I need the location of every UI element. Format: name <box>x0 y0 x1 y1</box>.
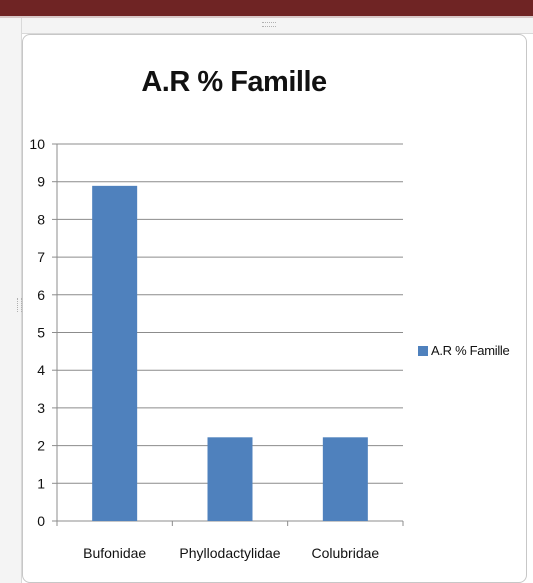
sheet-top-margin <box>22 18 533 34</box>
resize-handle-left[interactable] <box>17 298 22 312</box>
y-tick-label: 3 <box>37 400 45 416</box>
chart-title: A.R % Famille <box>141 66 327 98</box>
bar-phyllodactylidae <box>207 437 253 521</box>
y-tick-label: 2 <box>37 438 45 454</box>
y-tick-label: 1 <box>37 475 45 491</box>
x-tick-label: Phyllodactylidae <box>179 545 280 561</box>
bar-bufonidae <box>92 185 138 522</box>
y-tick-label: 9 <box>37 174 45 190</box>
y-tick-label: 10 <box>29 136 45 152</box>
x-tick-label: Colubridae <box>311 545 379 561</box>
legend: A.R % Famille <box>418 343 510 358</box>
legend-swatch <box>418 345 428 356</box>
y-tick-label: 7 <box>37 249 45 265</box>
y-tick-label: 0 <box>37 513 45 529</box>
bar-colubridae <box>322 437 368 521</box>
document-header-bar <box>0 0 533 16</box>
legend-label: A.R % Famille <box>431 343 510 358</box>
y-tick-label: 6 <box>37 287 45 303</box>
x-tick-label: Bufonidae <box>83 545 146 561</box>
header-divider <box>0 16 533 18</box>
resize-handle-top[interactable] <box>262 22 276 27</box>
y-tick-label: 4 <box>37 362 45 378</box>
y-tick-label: 8 <box>37 211 45 227</box>
y-tick-label: 5 <box>37 325 45 341</box>
